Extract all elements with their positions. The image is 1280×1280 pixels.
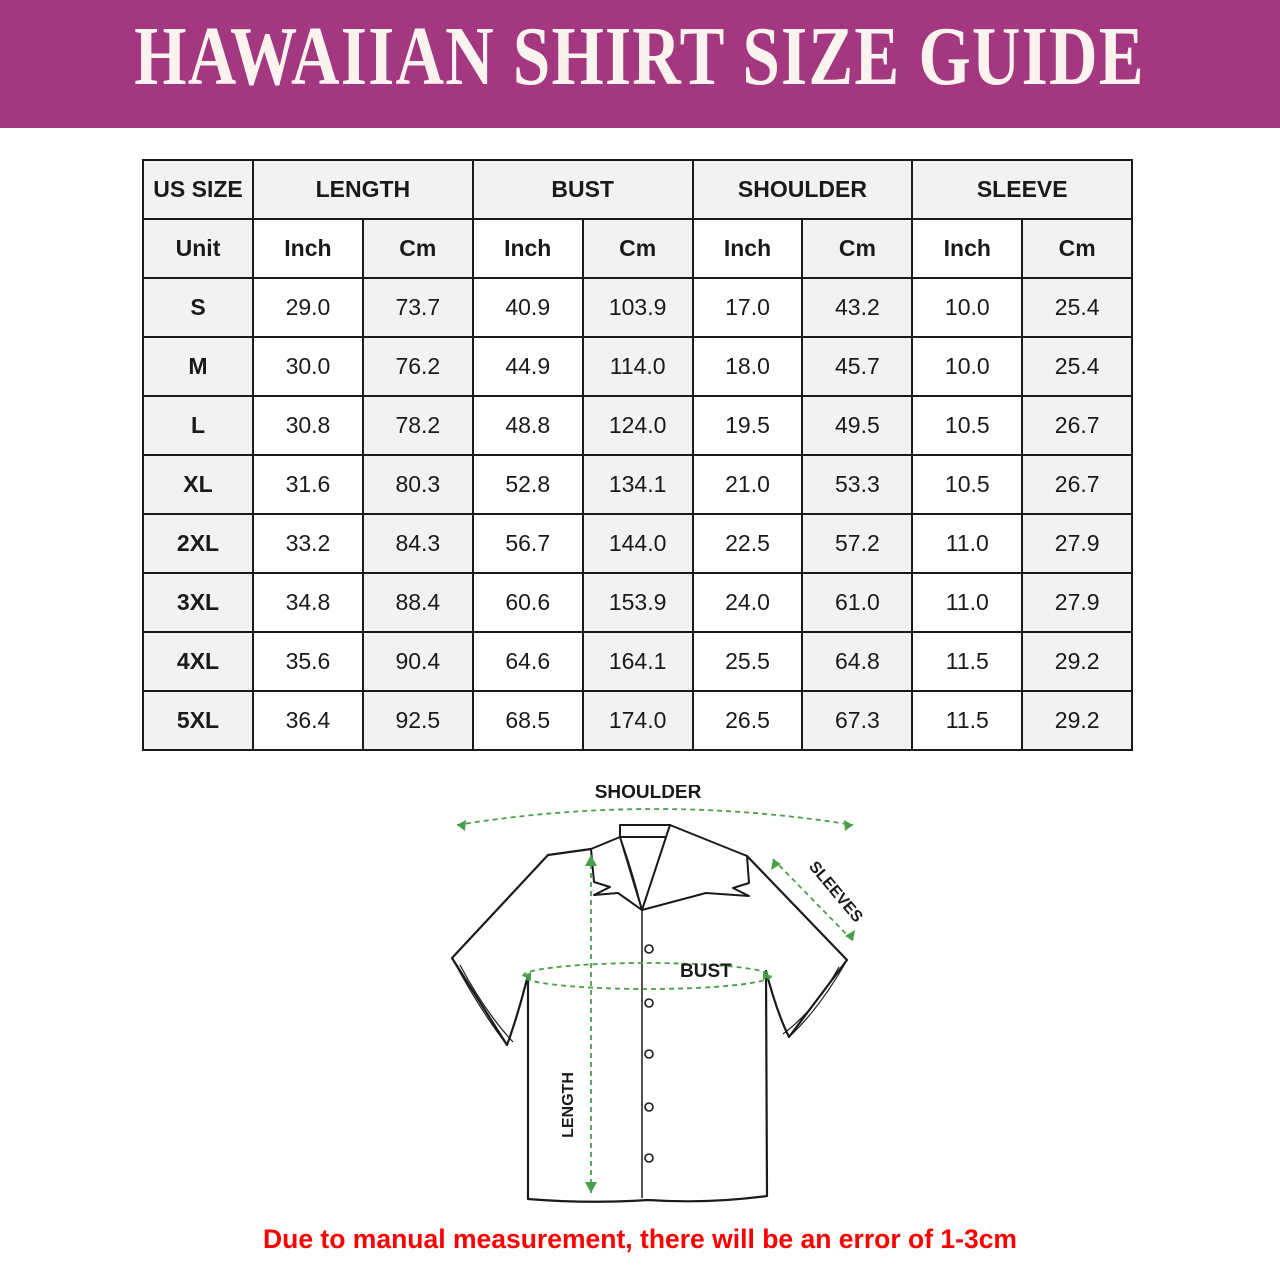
svg-text:SLEEVES: SLEEVES [805, 858, 866, 926]
svg-text:SHOULDER: SHOULDER [595, 785, 702, 803]
svg-text:BUST: BUST [680, 961, 732, 982]
svg-text:LENGTH: LENGTH [560, 1072, 577, 1138]
